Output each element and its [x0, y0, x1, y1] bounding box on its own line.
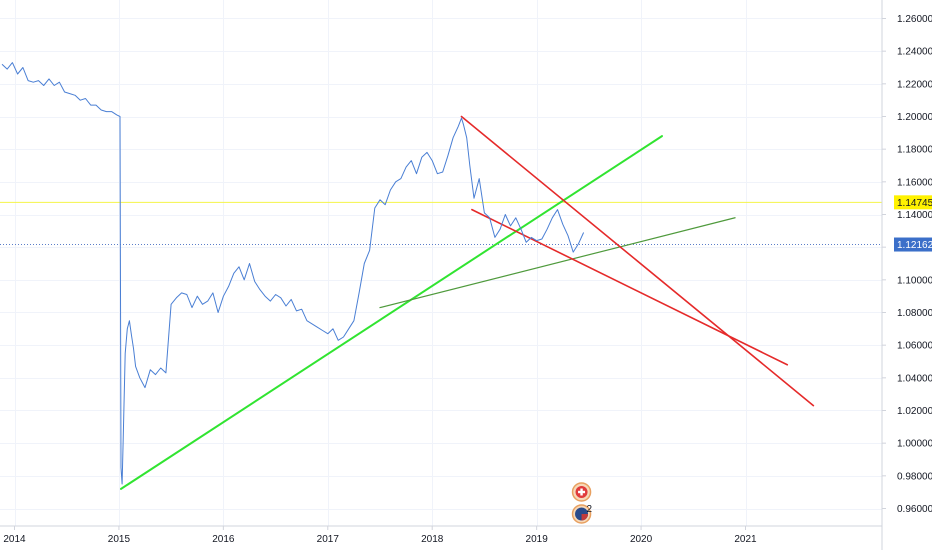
price-axis-tick-label: 1.04000: [897, 373, 932, 384]
event-badges: 2: [571, 482, 593, 524]
trendline: [460, 115, 815, 407]
horizontal-lines: [0, 201, 882, 246]
price-axis-badge: 1.12162: [894, 237, 932, 252]
price-badge-label: 1.14745: [897, 198, 932, 209]
time-axis-tick-label: 2016: [212, 534, 235, 545]
price-axis-tick-label: 1.00000: [897, 439, 932, 450]
price-axis-tick-label: 1.22000: [897, 79, 932, 90]
trendline: [471, 208, 789, 366]
price-axis-tick-label: 0.98000: [897, 471, 932, 482]
price-series-line: [1, 62, 585, 485]
price-badge-background: [894, 237, 932, 252]
time-axis-tick-label: 2018: [421, 534, 444, 545]
price-axis-tick-label: 1.20000: [897, 112, 932, 123]
event-count-label: 2: [587, 504, 593, 515]
price-axis-badge: 1.14745: [894, 195, 932, 210]
price-badge-label: 1.12162: [897, 240, 932, 251]
price-axis-tick-label: 1.08000: [897, 308, 932, 319]
time-axis[interactable]: 2014 2015 2016 2017 2018 2019 2020 2021: [3, 526, 757, 545]
time-axis-tick-label: 2014: [3, 534, 26, 545]
price-axis-tick-label: 1.16000: [897, 177, 932, 188]
trendlines: [120, 115, 815, 490]
price-axis-tick-label: 1.10000: [897, 275, 932, 286]
time-axis-tick-label: 2021: [734, 534, 757, 545]
price-axis[interactable]: 0.96000 0.98000 1.00000 1.02000 1.04000 1.060…: [882, 14, 932, 515]
price-badge-background: [894, 195, 932, 210]
trendline: [120, 135, 663, 490]
price-axis-tick-label: 1.26000: [897, 14, 932, 25]
price-axis-tick-label: 1.14000: [897, 210, 932, 221]
trendline: [379, 217, 736, 309]
flag-cross-horizontal: [578, 490, 586, 494]
price-axis-tick-label: 1.18000: [897, 145, 932, 156]
time-axis-tick-label: 2020: [630, 534, 653, 545]
time-axis-tick-label: 2017: [317, 534, 340, 545]
price-axis-tick-label: 1.24000: [897, 47, 932, 58]
flag-segment: [581, 514, 589, 521]
grid: [0, 0, 882, 526]
price-series: [1, 62, 585, 485]
price-axis-tick-label: 0.96000: [897, 504, 932, 515]
time-axis-tick-label: 2015: [108, 534, 131, 545]
time-axis-tick-label: 2019: [526, 534, 549, 545]
price-axis-tick-label: 1.06000: [897, 341, 932, 352]
price-axis-tick-label: 1.02000: [897, 406, 932, 417]
